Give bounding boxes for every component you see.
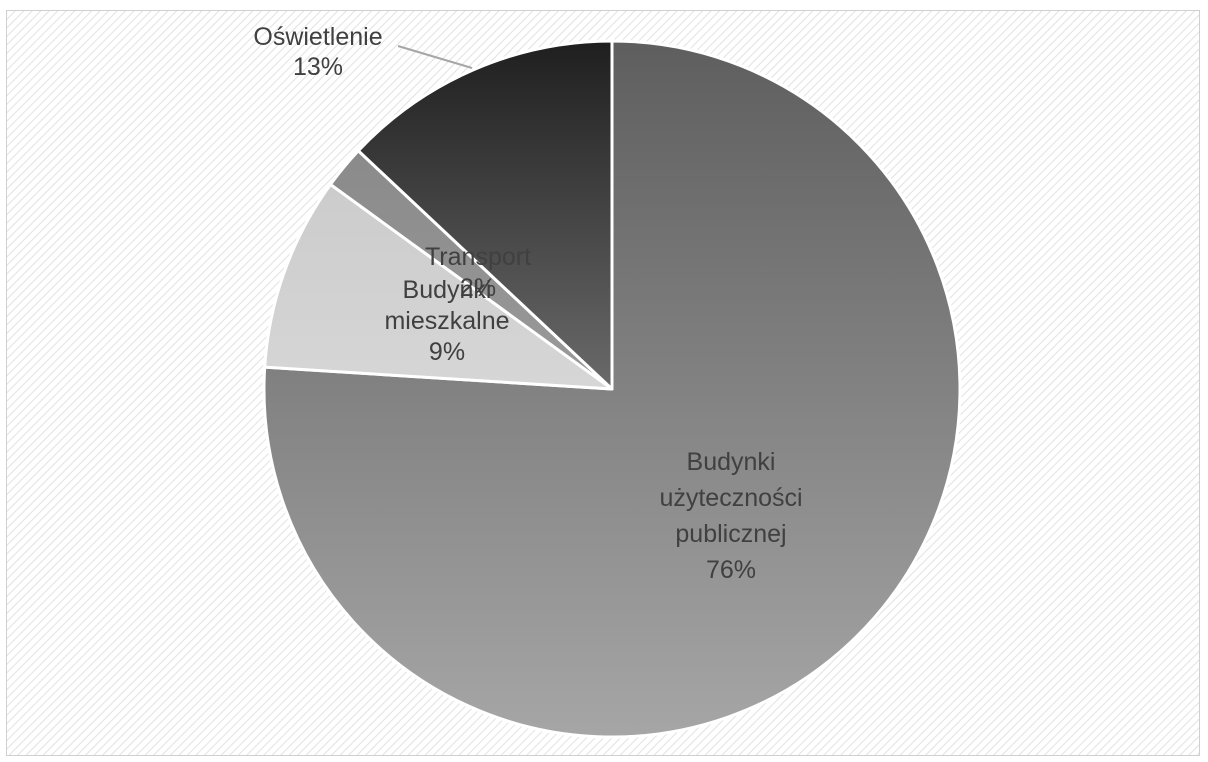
label-line: mieszkalne (384, 307, 509, 335)
slice-labels: Budynki użyteczności publicznej 76% Budynki m… (253, 23, 802, 584)
label-line: 76% (706, 556, 756, 584)
leader-line (397, 45, 473, 69)
label-line: użyteczności (659, 484, 802, 512)
chart-frame (6, 10, 1200, 756)
slice-budynki-mieszkalne-label: Budynki mieszkalne 9% (384, 276, 509, 366)
label-line: 9% (429, 338, 465, 366)
label-line: Oświetlenie (253, 23, 382, 51)
leader-lines (397, 45, 473, 69)
slice-budynki-mieszkalne (263, 182, 614, 391)
label-line: Budynki (403, 276, 492, 304)
label-line: Transport (425, 243, 531, 271)
slice-transport-label: Transport 2% (425, 243, 531, 302)
slice-budynki-uzytecznosci-label: Budynki użyteczności publicznej 76% (659, 448, 802, 584)
slice-oswietlenie (356, 39, 614, 391)
slice-oswietlenie-label: Oświetlenie 13% (253, 23, 382, 81)
label-line: Budynki (687, 448, 776, 476)
label-line: publicznej (675, 520, 786, 548)
label-line: 2% (460, 274, 496, 302)
label-line: 13% (293, 53, 343, 81)
pie-slices (262, 39, 962, 739)
